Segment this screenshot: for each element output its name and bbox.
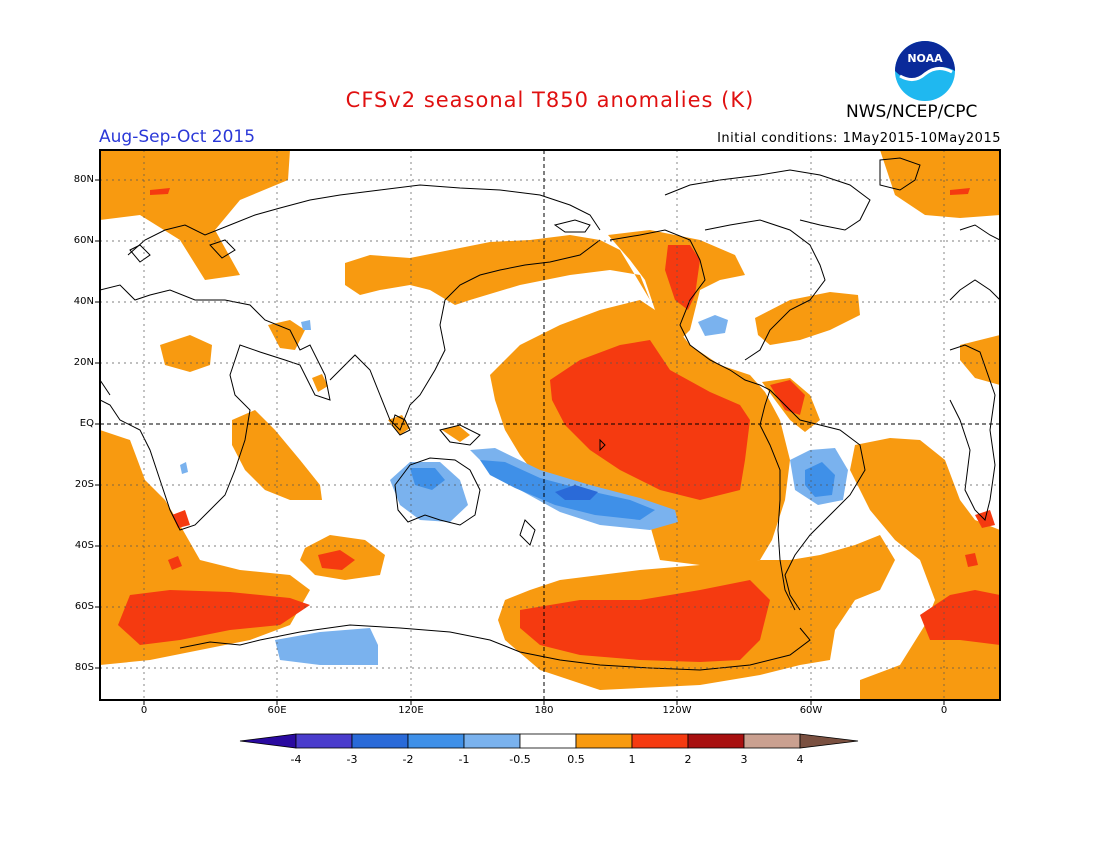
map-title: CFSv2 seasonal T850 anomalies (K) — [345, 88, 755, 112]
forecast-period: Aug-Sep-Oct 2015 — [99, 127, 256, 147]
noaa-logo: NOAA — [895, 41, 955, 101]
coastlines — [100, 157, 1000, 671]
organization-label: NWS/NCEP/CPC — [846, 102, 978, 122]
lat-label-40s: 40S — [74, 540, 94, 551]
colorbar-label: -0.5 — [509, 753, 531, 766]
lat-label-eq: EQ — [79, 418, 94, 429]
colorbar-swatch — [743, 733, 801, 749]
lat-label-80n: 80N — [73, 174, 94, 185]
lat-label-60s: 60S — [74, 601, 94, 612]
colorbar-label: 2 — [684, 753, 692, 766]
lat-label-20s: 20S — [74, 479, 94, 490]
lon-label-0: 0 — [140, 705, 148, 716]
colorbar-label: 3 — [740, 753, 748, 766]
colorbar-arrow-right — [799, 733, 859, 749]
colorbar-label: 1 — [628, 753, 636, 766]
lat-label-40n: 40N — [73, 296, 94, 307]
map-frame — [99, 149, 1001, 701]
colorbar-label: 4 — [796, 753, 804, 766]
colorbar-swatch — [519, 733, 577, 749]
colorbar-swatch — [575, 733, 633, 749]
initial-conditions: Initial conditions: 1May2015-10May2015 — [717, 131, 1001, 146]
colorbar-arrow-left — [239, 733, 297, 749]
lon-label-60w: 60W — [799, 705, 823, 716]
colorbar-swatch — [351, 733, 409, 749]
colorbar-swatch — [407, 733, 465, 749]
cool-anomaly-2 — [555, 485, 598, 500]
colorbar-label: -1 — [458, 753, 470, 766]
lon-label-0-east: 0 — [940, 705, 948, 716]
colorbar-swatch — [631, 733, 689, 749]
tick-marks — [95, 179, 945, 705]
lon-label-60e: 60E — [267, 705, 287, 716]
colorbar-label: -2 — [402, 753, 414, 766]
warm-anomaly-1 — [118, 188, 1000, 662]
equator-dateline — [100, 150, 1000, 700]
colorbar-label: -3 — [346, 753, 358, 766]
lat-label-60n: 60N — [73, 235, 94, 246]
colorbar-label: -4 — [290, 753, 302, 766]
colorbar-swatch — [463, 733, 521, 749]
grid — [100, 150, 1000, 700]
colorbar-label: 0.5 — [567, 753, 585, 766]
colorbar-swatch — [687, 733, 745, 749]
logo-text: NOAA — [907, 52, 943, 65]
lon-label-180: 180 — [534, 705, 554, 716]
lon-label-120w: 120W — [662, 705, 692, 716]
lat-label-20n: 20N — [73, 357, 94, 368]
lon-label-120e: 120E — [398, 705, 424, 716]
lat-label-80s: 80S — [74, 662, 94, 673]
colorbar — [239, 733, 859, 749]
colorbar-swatch — [295, 733, 353, 749]
